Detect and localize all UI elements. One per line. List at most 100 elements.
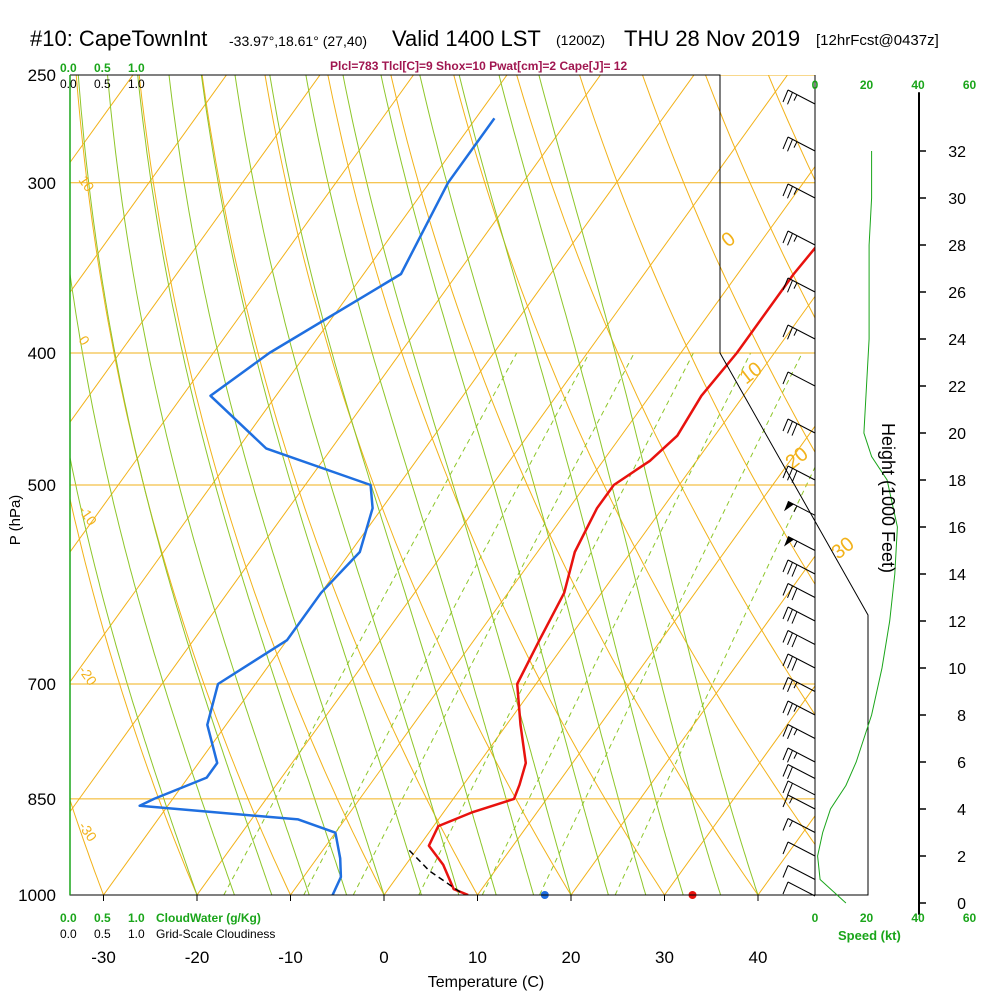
height-tick-label: 2 xyxy=(957,849,966,866)
speed-tick-label: 20 xyxy=(860,78,874,92)
cloudwater-tick: 0.5 xyxy=(94,61,111,75)
wind-barb-tick xyxy=(791,470,798,483)
wind-barb-tick xyxy=(787,609,793,622)
pressure-axis-label: P (hPa) xyxy=(7,495,24,546)
temperature-tick-label: -30 xyxy=(91,948,116,967)
cloudiness-tick: 1.0 xyxy=(128,927,145,941)
wind-barb-tick xyxy=(782,324,789,338)
wind-barb-half xyxy=(793,141,798,148)
dry-adiabat-line xyxy=(579,75,815,586)
wind-barb-half xyxy=(789,797,793,804)
wind-barb xyxy=(782,324,816,340)
wind-barb-tick xyxy=(791,564,798,577)
isotherm-line xyxy=(70,75,321,423)
wind-barb-staff xyxy=(787,630,816,645)
cloudwater-tick: 0.5 xyxy=(94,911,111,925)
wind-barb-tick xyxy=(791,658,798,671)
height-tick-label: 32 xyxy=(948,144,966,161)
cloudwater-label: CloudWater (g/Kg) xyxy=(156,911,261,925)
height-tick-label: 16 xyxy=(948,520,966,537)
wind-barb-tick xyxy=(782,780,789,794)
height-tick-label: 28 xyxy=(948,238,966,255)
parcel-trace xyxy=(407,848,461,893)
forecast-date: THU 28 Nov 2019 xyxy=(624,26,801,51)
moist-adiabat-line xyxy=(269,75,497,895)
temperature-tick-label: 30 xyxy=(655,948,674,967)
wind-barb-half xyxy=(793,681,798,689)
wind-barb xyxy=(784,500,816,516)
wind-barb-staff xyxy=(787,583,816,598)
wind-barb-tick xyxy=(791,634,798,648)
moist-adiabat-line xyxy=(498,75,722,895)
wind-barb-tick xyxy=(782,230,789,244)
wind-barb-tick xyxy=(787,656,793,669)
mixing-ratio-label: 8 xyxy=(466,902,482,917)
dry-adiabat-line xyxy=(704,75,815,319)
forecast-run: [12hrFcst@0437z] xyxy=(816,32,939,49)
isotherm-line xyxy=(383,295,815,895)
isotherm-line xyxy=(289,165,815,895)
wind-barb xyxy=(782,465,816,483)
height-tick-label: 10 xyxy=(948,661,966,678)
mixing-ratio-line xyxy=(481,352,752,895)
speed-tick-label: 20 xyxy=(860,911,874,925)
height-tick-label: 30 xyxy=(948,191,966,208)
wind-barb-tick xyxy=(782,583,789,596)
wind-barb-tick xyxy=(782,606,789,620)
wind-barb-tick xyxy=(782,677,789,690)
wind-barb-tick xyxy=(782,277,789,291)
wind-barb xyxy=(782,89,816,105)
wind-barb-tick xyxy=(787,703,793,716)
speed-axis-label: Speed (kt) xyxy=(838,928,901,943)
wind-barb-half xyxy=(793,329,798,336)
indices-line: Plcl=783 Tlcl[C]=9 Shox=10 Pwat[cm]=2 Ca… xyxy=(330,59,627,73)
dry-adiabat-line xyxy=(0,51,20,924)
dry-adiabat-line xyxy=(641,75,815,454)
temperature-profile xyxy=(427,246,815,895)
moist-adiabat-line xyxy=(106,75,310,895)
wind-barb-staff xyxy=(787,230,816,246)
wind-barb-tick xyxy=(782,136,789,150)
moist-adiabat-line xyxy=(70,455,198,895)
cloudwater-tick: 0.0 xyxy=(60,61,77,75)
wind-barb-flag xyxy=(784,536,794,547)
mixing-ratio-label: 20 xyxy=(599,896,620,916)
wind-barb-tick xyxy=(791,587,798,601)
temperature-tick-label: 0 xyxy=(379,948,388,967)
wind-barb-tick xyxy=(782,818,789,831)
wind-barb-tick xyxy=(787,562,793,575)
wind-barb xyxy=(782,277,816,293)
wind-barb-tick xyxy=(782,747,789,761)
isotherm-line xyxy=(831,51,1000,924)
wind-barb-tick xyxy=(787,186,793,199)
isotherm-line xyxy=(70,75,602,813)
isotherm-line xyxy=(476,425,815,895)
wind-barb xyxy=(782,183,816,199)
dry-adiabat-line xyxy=(138,75,385,895)
dry-adiabat-line xyxy=(70,798,105,895)
speed-tick-label: 40 xyxy=(911,78,925,92)
mixing-ratio-label: 12 xyxy=(524,896,545,916)
speed-tick-label: 0 xyxy=(812,911,819,925)
wind-barb-staff xyxy=(787,653,816,669)
wind-barb-tick xyxy=(787,679,793,692)
pressure-tick-label: 850 xyxy=(28,790,56,809)
height-tick-label: 6 xyxy=(957,755,966,772)
temperature-axis-label: Temperature (C) xyxy=(428,974,544,991)
pressure-tick-label: 500 xyxy=(28,476,56,495)
wind-barb-half xyxy=(793,540,798,548)
temperature-tick-label: 10 xyxy=(468,948,487,967)
height-axis-label: Height (1000 Feet) xyxy=(878,423,898,573)
temperature-tick-label: 40 xyxy=(749,948,768,967)
moist-adiabat-line xyxy=(458,75,684,895)
isotherm-line xyxy=(70,75,134,164)
cloudiness-tick: 1.0 xyxy=(128,77,145,91)
isotherm-label: 0 xyxy=(718,228,740,252)
wind-barb-staff xyxy=(787,780,816,796)
wind-barb-tick xyxy=(787,327,793,340)
dry-adiabat-line xyxy=(264,75,572,895)
wind-barb-tick xyxy=(782,764,789,777)
wind-barb-tick xyxy=(787,750,793,763)
wind-barb-half xyxy=(793,728,798,736)
wind-barb-flag xyxy=(784,501,794,512)
